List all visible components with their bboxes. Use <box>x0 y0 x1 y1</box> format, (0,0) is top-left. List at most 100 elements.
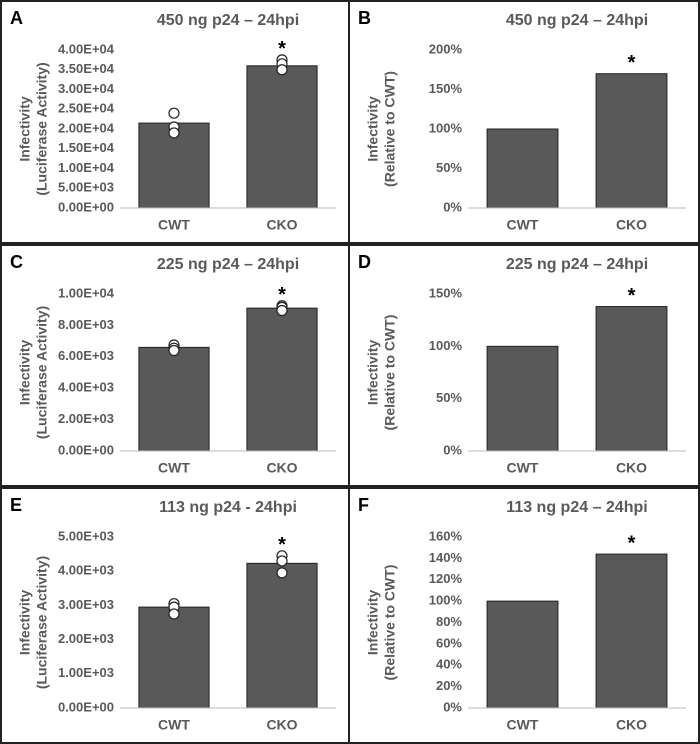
x-tick-label: CKO <box>616 717 647 733</box>
y-tick-label: 0.00E+00 <box>58 699 114 714</box>
x-tick-label: CKO <box>616 460 647 476</box>
data-point <box>168 608 180 620</box>
y-tick-label: 3.50E+04 <box>58 61 115 76</box>
panel-letter: E <box>10 495 22 515</box>
y-tick-label: 0.00E+00 <box>58 442 114 457</box>
y-tick-label: 2.00E+03 <box>58 631 114 646</box>
panel-letter: A <box>10 8 23 28</box>
data-point <box>276 567 288 579</box>
bar <box>595 73 668 209</box>
y-tick-label: 0% <box>443 699 462 714</box>
y-axis-label: (Relative to CWT) <box>382 565 398 681</box>
bar <box>246 65 318 209</box>
panel: C 225 ng p24 – 24hpi Infectivity (Luciferas… <box>0 244 350 487</box>
x-tick-label: CWT <box>507 217 539 233</box>
chart: B 450 ng p24 – 24hpi Infectivity (Relative … <box>358 8 686 233</box>
y-tick-label: 3.00E+04 <box>58 81 115 96</box>
panel-letter: F <box>358 495 369 515</box>
bar <box>246 307 318 452</box>
data-point <box>276 555 288 567</box>
y-tick-label: 120% <box>429 571 463 586</box>
x-tick-label: CWT <box>158 217 190 233</box>
panel-letter: D <box>358 252 371 272</box>
y-tick-label: 100% <box>429 120 463 135</box>
significance-marker: * <box>278 534 286 556</box>
y-tick-label: 140% <box>429 550 463 565</box>
y-tick-label: 5.00E+03 <box>58 180 114 195</box>
chart-title: 450 ng p24 – 24hpi <box>506 12 648 29</box>
bar <box>595 306 668 452</box>
panel: A 450 ng p24 – 24hpi Infectivity (Luciferas… <box>0 0 350 244</box>
x-tick-label: CKO <box>266 717 297 733</box>
y-tick-label: 5.00E+03 <box>58 528 114 543</box>
y-tick-label: 4.00E+04 <box>58 41 115 56</box>
y-tick-label: 0% <box>443 442 462 457</box>
panel: E 113 ng p24 - 24hpi Infectivity (Luciferas… <box>0 487 350 744</box>
y-tick-label: 100% <box>429 593 463 608</box>
y-axis-label: Infectivity <box>365 340 381 406</box>
y-axis-label: Infectivity <box>365 590 381 656</box>
y-tick-label: 0% <box>443 199 462 214</box>
y-tick-label: 2.50E+04 <box>58 101 115 116</box>
y-axis-label: Infectivity <box>17 340 33 406</box>
y-tick-label: 40% <box>436 657 462 672</box>
y-tick-label: 4.00E+03 <box>58 380 114 395</box>
y-tick-label: 2.00E+03 <box>58 411 114 426</box>
y-tick-label: 1.50E+04 <box>58 140 115 155</box>
chart-title: 113 ng p24 – 24hpi <box>506 499 647 516</box>
y-tick-label: 2.00E+04 <box>58 120 115 135</box>
significance-marker: * <box>628 532 636 554</box>
significance-marker: * <box>628 285 636 307</box>
bar <box>595 553 668 709</box>
chart: D 225 ng p24 – 24hpi Infectivity (Relative … <box>358 252 686 476</box>
x-tick-label: CKO <box>266 460 297 476</box>
y-tick-label: 4.00E+03 <box>58 563 114 578</box>
y-tick-label: 150% <box>429 285 463 300</box>
y-tick-label: 80% <box>436 614 462 629</box>
y-tick-label: 60% <box>436 635 462 650</box>
data-point <box>168 127 180 139</box>
chart: F 113 ng p24 – 24hpi Infectivity (Relative … <box>358 495 686 733</box>
significance-marker: * <box>278 284 286 306</box>
y-tick-label: 150% <box>429 81 463 96</box>
x-tick-label: CWT <box>507 717 539 733</box>
y-tick-label: 0.00E+00 <box>58 199 114 214</box>
y-axis-label: Infectivity <box>17 96 33 162</box>
panel-letter: B <box>358 8 371 28</box>
y-tick-label: 1.00E+04 <box>58 160 115 175</box>
y-axis-label: (Luciferase Activity) <box>34 556 50 689</box>
chart: E 113 ng p24 - 24hpi Infectivity (Luciferas… <box>10 495 336 733</box>
bar <box>486 345 559 452</box>
panel: F 113 ng p24 – 24hpi Infectivity (Relative … <box>348 487 700 744</box>
data-point <box>276 304 288 317</box>
x-tick-label: CWT <box>158 460 190 476</box>
x-tick-label: CKO <box>266 217 297 233</box>
significance-marker: * <box>628 52 636 74</box>
bar <box>138 346 210 452</box>
panel: D 225 ng p24 – 24hpi Infectivity (Relative … <box>348 244 700 487</box>
significance-marker: * <box>278 38 286 60</box>
y-axis-label: (Luciferase Activity) <box>34 62 50 195</box>
y-tick-label: 100% <box>429 338 463 353</box>
data-point <box>168 344 180 357</box>
chart: C 225 ng p24 – 24hpi Infectivity (Luciferas… <box>10 252 336 476</box>
panel-letter: C <box>10 252 23 272</box>
x-tick-label: CWT <box>507 460 539 476</box>
x-tick-label: CKO <box>616 217 647 233</box>
chart-title: 225 ng p24 – 24hpi <box>506 256 648 273</box>
y-tick-label: 50% <box>436 390 462 405</box>
y-tick-label: 20% <box>436 678 462 693</box>
chart-title: 113 ng p24 - 24hpi <box>159 499 297 516</box>
y-axis-label: (Relative to CWT) <box>382 71 398 187</box>
bar <box>138 606 210 709</box>
chart-title: 225 ng p24 – 24hpi <box>157 256 299 273</box>
data-point <box>168 107 180 119</box>
y-tick-label: 1.00E+04 <box>58 285 115 300</box>
y-tick-label: 8.00E+03 <box>58 317 114 332</box>
bar <box>246 562 318 709</box>
y-tick-label: 6.00E+03 <box>58 348 114 363</box>
chart: A 450 ng p24 – 24hpi Infectivity (Luciferas… <box>10 8 336 233</box>
data-point <box>276 64 288 76</box>
y-tick-label: 50% <box>436 160 462 175</box>
